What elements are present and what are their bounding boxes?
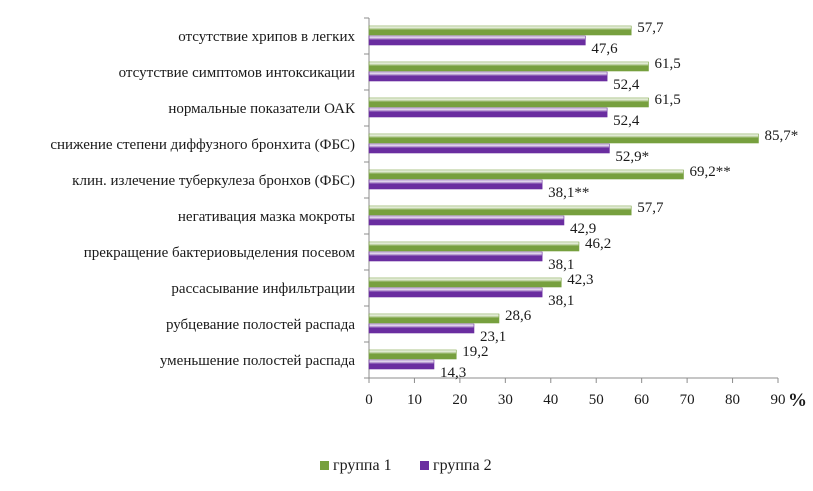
category-label: снижение степени диффузного бронхита (ФБ… [50,137,355,153]
data-label-group1: 61,5 [654,56,680,72]
bar-group2 [368,287,543,298]
bar-group1 [368,25,632,36]
bar-group1 [368,205,632,216]
data-label-group2: 42,9 [570,221,596,237]
bar-group2 [368,359,435,370]
legend-swatch-group1 [320,461,329,470]
bar-group1 [368,313,500,324]
bar-group1 [368,169,684,180]
data-label-group1: 57,7 [637,200,664,216]
bar-group2 [368,179,543,190]
x-tick-label: 80 [725,392,740,408]
category-label: прекращение бактериовыделения посевом [84,245,356,261]
data-label-group2: 52,4 [613,77,640,93]
bar-group1 [368,277,562,288]
x-tick-label: 40 [543,392,558,408]
category-label: уменьшение полостей распада [160,353,355,369]
legend-label-group2: группа 2 [433,457,492,474]
x-tick-label: 60 [634,392,649,408]
data-label-group2: 52,4 [613,113,640,129]
category-label: негативация мазка мокроты [178,209,355,225]
category-label: нормальные показатели ОАК [168,101,356,117]
category-label: отсутствие хрипов в легких [178,29,355,45]
category-label: отсутствие симптомов интоксикации [119,65,355,81]
bar-group2 [368,71,608,82]
bar-group2 [368,107,608,118]
data-label-group2: 23,1 [480,329,506,345]
x-axis-unit: % [788,390,807,411]
bar-group1 [368,133,759,144]
data-label-group2: 38,1** [548,185,589,201]
data-label-group1: 61,5 [654,92,680,108]
bar-group1 [368,349,457,360]
data-label-group2: 47,6 [591,41,618,57]
bar-group2 [368,35,586,46]
data-label-group2: 14,3 [440,365,466,381]
bar-group2 [368,143,610,154]
bar-group2 [368,323,475,334]
data-label-group1: 69,2** [689,164,730,180]
data-label-group2: 38,1 [548,257,574,273]
bar-group1 [368,241,580,252]
x-tick-label: 70 [680,392,695,408]
category-label: рассасывание инфильтрации [171,281,355,297]
bar-group2 [368,251,543,262]
data-label-group2: 52,9* [615,149,649,165]
bar-group2 [368,215,565,226]
x-tick-label: 30 [498,392,513,408]
bar-group1 [368,61,649,72]
x-tick-label: 20 [452,392,467,408]
data-label-group1: 19,2 [462,344,488,360]
x-tick-label: 10 [407,392,422,408]
data-label-group1: 42,3 [567,272,593,288]
data-label-group2: 38,1 [548,293,574,309]
x-tick-label: 50 [589,392,604,408]
data-label-group1: 46,2 [585,236,611,252]
data-label-group1: 57,7 [637,20,664,36]
x-tick-label: 0 [365,392,373,408]
category-label: рубцевание полостей распада [166,317,355,333]
data-label-group1: 85,7* [764,128,798,144]
data-label-group1: 28,6 [505,308,532,324]
legend-label-group1: группа 1 [333,457,392,474]
legend-swatch-group2 [420,461,429,470]
bar-group1 [368,97,649,108]
x-tick-label: 90 [771,392,786,408]
category-label: клин. излечение туберкулеза бронхов (ФБС… [72,173,355,189]
